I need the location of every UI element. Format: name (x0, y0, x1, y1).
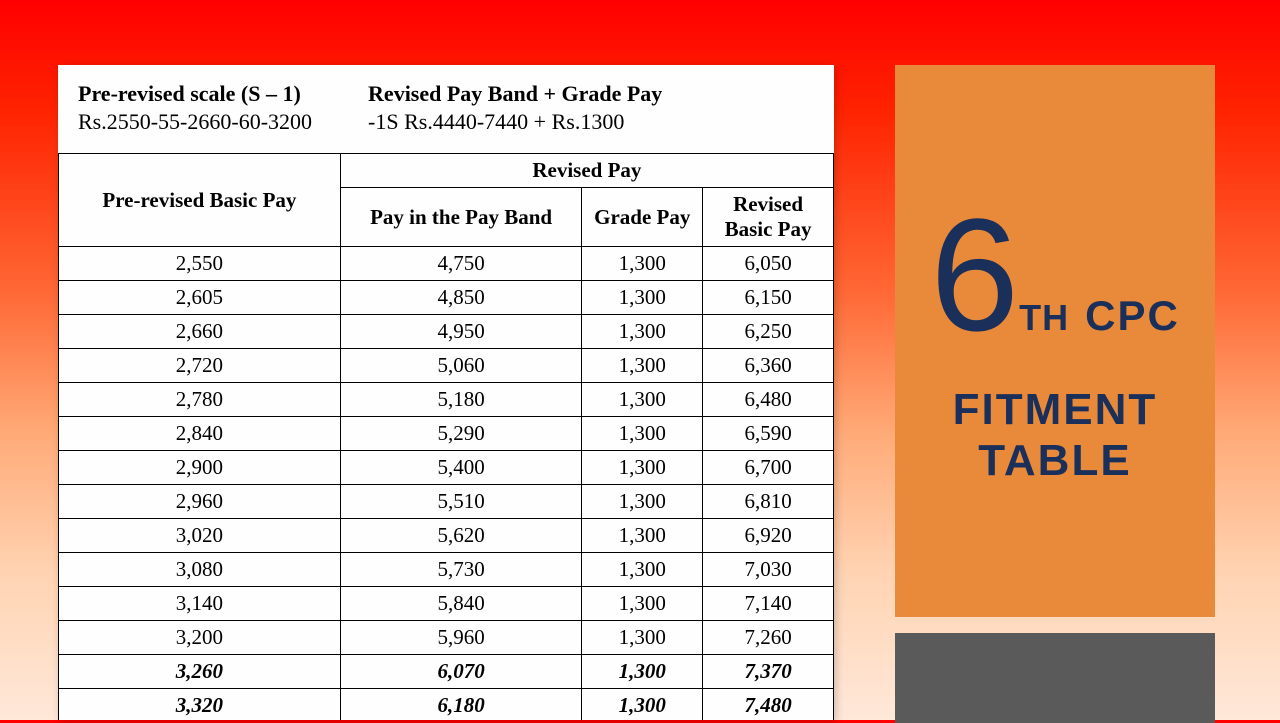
table-row: 2,5504,7501,3006,050 (59, 247, 834, 281)
pre-revised-scale-block: Pre-revised scale (S – 1) Rs.2550-55-266… (78, 81, 312, 135)
ordinal-th: TH (1019, 297, 1069, 339)
table-cell: 2,550 (59, 247, 341, 281)
table-cell: 5,290 (340, 417, 582, 451)
table-cell: 6,480 (703, 383, 834, 417)
table-cell: 1,300 (582, 349, 703, 383)
table-cell: 6,250 (703, 315, 834, 349)
table-cell: 7,480 (703, 689, 834, 721)
table-cell: 5,840 (340, 587, 582, 621)
table-cell: 1,300 (582, 519, 703, 553)
table-row: 2,8405,2901,3006,590 (59, 417, 834, 451)
table-cell: 7,260 (703, 621, 834, 655)
table-cell: 1,300 (582, 689, 703, 721)
table-cell: 2,660 (59, 315, 341, 349)
title-side-panel: 6 TH CPC FITMENT TABLE (895, 65, 1215, 723)
table-cell: 5,060 (340, 349, 582, 383)
table-cell: 3,080 (59, 553, 341, 587)
table-cell: 6,810 (703, 485, 834, 519)
table-cell: 1,300 (582, 485, 703, 519)
table-cell: 5,400 (340, 451, 582, 485)
table-cell: 1,300 (582, 451, 703, 485)
table-row: 2,9005,4001,3006,700 (59, 451, 834, 485)
table-row: 3,1405,8401,3007,140 (59, 587, 834, 621)
table-row: 2,9605,5101,3006,810 (59, 485, 834, 519)
table-cell: 1,300 (582, 383, 703, 417)
table-row: 3,0205,6201,3006,920 (59, 519, 834, 553)
table-cell: 3,260 (59, 655, 341, 689)
table-cell: 1,300 (582, 281, 703, 315)
orange-title-block: 6 TH CPC FITMENT TABLE (895, 65, 1215, 617)
table-row: 2,7205,0601,3006,360 (59, 349, 834, 383)
pre-revised-scale-value: Rs.2550-55-2660-60-3200 (78, 109, 312, 135)
table-cell: 6,700 (703, 451, 834, 485)
table-cell: 1,300 (582, 417, 703, 451)
table-cell: 6,070 (340, 655, 582, 689)
table-cell: 7,370 (703, 655, 834, 689)
table-cell: 1,300 (582, 621, 703, 655)
fitment-table: Pre-revised Basic Pay Revised Pay Pay in… (58, 153, 834, 720)
big-six-number: 6 (930, 195, 1019, 355)
table-cell: 6,180 (340, 689, 582, 721)
table-row: 3,0805,7301,3007,030 (59, 553, 834, 587)
table-cell: 7,140 (703, 587, 834, 621)
table-cell: 6,590 (703, 417, 834, 451)
table-cell: 2,840 (59, 417, 341, 451)
table-cell: 3,020 (59, 519, 341, 553)
revised-pay-band-title: Revised Pay Band + Grade Pay (368, 81, 662, 107)
cpc-label: CPC (1085, 292, 1180, 340)
table-row: 2,6604,9501,3006,250 (59, 315, 834, 349)
table-cell: 4,750 (340, 247, 582, 281)
table-row: 2,6054,8501,3006,150 (59, 281, 834, 315)
table-cell: 5,960 (340, 621, 582, 655)
col-header-payband: Pay in the Pay Band (340, 188, 582, 247)
table-cell: 2,605 (59, 281, 341, 315)
table-cell: 5,180 (340, 383, 582, 417)
table-cell: 4,850 (340, 281, 582, 315)
fitment-table-panel: Pre-revised scale (S – 1) Rs.2550-55-266… (58, 65, 834, 720)
table-cell: 3,320 (59, 689, 341, 721)
col-header-gradepay: Grade Pay (582, 188, 703, 247)
table-cell: 5,620 (340, 519, 582, 553)
table-cell: 6,920 (703, 519, 834, 553)
table-cell: 5,730 (340, 553, 582, 587)
table-label: TABLE (978, 436, 1131, 487)
table-cell: 2,900 (59, 451, 341, 485)
table-cell: 2,960 (59, 485, 341, 519)
table-cell: 3,140 (59, 587, 341, 621)
col-header-prerevised: Pre-revised Basic Pay (59, 154, 341, 247)
table-cell: 2,780 (59, 383, 341, 417)
table-row: 3,3206,1801,3007,480 (59, 689, 834, 721)
table-cell: 5,510 (340, 485, 582, 519)
table-cell: 1,300 (582, 315, 703, 349)
table-cell: 7,030 (703, 553, 834, 587)
col-header-revised-group: Revised Pay (340, 154, 833, 188)
table-row: 3,2606,0701,3007,370 (59, 655, 834, 689)
pre-revised-scale-title: Pre-revised scale (S – 1) (78, 81, 312, 107)
fitment-label: FITMENT (953, 385, 1158, 436)
table-row: 2,7805,1801,3006,480 (59, 383, 834, 417)
table-cell: 1,300 (582, 655, 703, 689)
six-cpc-row: 6 TH CPC (930, 195, 1180, 355)
table-cell: 2,720 (59, 349, 341, 383)
col-header-revisedbasic: Revised Basic Pay (703, 188, 834, 247)
table-row: 3,2005,9601,3007,260 (59, 621, 834, 655)
table-cell: 6,050 (703, 247, 834, 281)
revised-pay-band-value: -1S Rs.4440-7440 + Rs.1300 (368, 109, 662, 135)
table-cell: 1,300 (582, 553, 703, 587)
table-header-section: Pre-revised scale (S – 1) Rs.2550-55-266… (58, 65, 834, 153)
table-cell: 3,200 (59, 621, 341, 655)
table-cell: 1,300 (582, 587, 703, 621)
table-cell: 1,300 (582, 247, 703, 281)
table-cell: 4,950 (340, 315, 582, 349)
revised-pay-band-block: Revised Pay Band + Grade Pay -1S Rs.4440… (368, 81, 662, 135)
table-cell: 6,150 (703, 281, 834, 315)
gray-decorative-block (895, 633, 1215, 723)
table-cell: 6,360 (703, 349, 834, 383)
